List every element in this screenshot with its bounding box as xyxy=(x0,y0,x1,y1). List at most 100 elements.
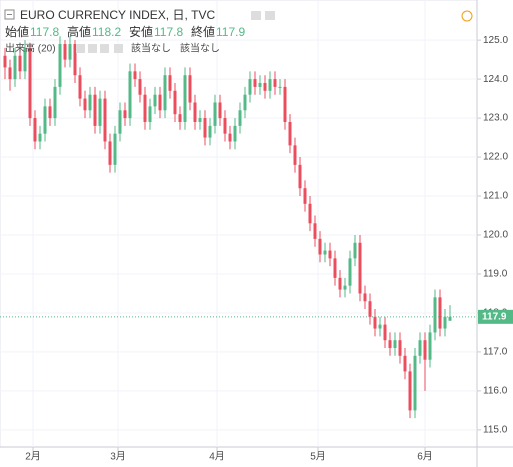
candle-body xyxy=(98,98,102,126)
candle-body xyxy=(53,86,57,119)
candle-body xyxy=(323,250,327,255)
candle-body xyxy=(68,44,72,60)
candle-body xyxy=(23,47,27,72)
candle-body xyxy=(348,258,352,286)
candle-body xyxy=(208,125,212,138)
ohlc-value: 117.9 xyxy=(216,25,245,39)
candle-body xyxy=(243,94,247,111)
candle-body xyxy=(43,106,47,134)
y-tick-label: 119.0 xyxy=(483,269,508,280)
candle-body xyxy=(383,324,387,341)
candle-body xyxy=(28,47,32,119)
candle-body xyxy=(248,79,252,95)
candle-body xyxy=(128,71,132,119)
volume-button[interactable] xyxy=(100,44,109,53)
candle-body xyxy=(283,86,287,122)
ohlc-value: 117.8 xyxy=(30,25,59,39)
candle-body xyxy=(353,242,357,259)
candle-body xyxy=(313,223,317,239)
candle-body xyxy=(198,118,202,122)
volume-button[interactable] xyxy=(88,44,97,53)
candle-body xyxy=(358,242,362,294)
candle-body xyxy=(268,79,272,91)
candle-body xyxy=(63,44,67,60)
y-tick-label: 125.0 xyxy=(483,35,508,46)
candle-body xyxy=(18,55,22,72)
candle-body xyxy=(233,125,237,142)
candle-body xyxy=(363,293,367,302)
x-tick-label: 6月 xyxy=(417,451,433,463)
candle-body xyxy=(108,141,112,165)
y-tick-label: 122.0 xyxy=(483,152,508,163)
candle-body xyxy=(48,106,52,119)
candle-body xyxy=(148,106,152,122)
y-tick-label: 124.0 xyxy=(483,74,508,85)
candle-body xyxy=(423,340,427,360)
y-tick-label: 115.0 xyxy=(483,424,508,435)
candle-body xyxy=(343,285,347,290)
volume-button[interactable] xyxy=(114,44,123,53)
candle-body xyxy=(293,145,297,165)
candle-body xyxy=(153,94,157,107)
candle-body xyxy=(428,332,432,360)
chart-title: EURO CURRENCY INDEX, 日, TVC xyxy=(20,8,215,22)
warning-icon[interactable] xyxy=(461,10,473,22)
ohlc-value: 118.2 xyxy=(92,25,121,39)
collapse-button[interactable] xyxy=(4,9,15,20)
candle-body xyxy=(328,250,332,259)
y-tick-label: 117.0 xyxy=(483,347,508,358)
candle-body xyxy=(273,79,277,87)
candle-body xyxy=(228,133,232,142)
candle-body xyxy=(388,340,392,349)
candle-body xyxy=(278,86,282,88)
volume-label: 出来高 (20) xyxy=(5,42,56,55)
candle-body xyxy=(393,340,397,349)
candle-body xyxy=(168,75,172,91)
last-price-label: 117.9 xyxy=(482,311,507,322)
last-price-box xyxy=(478,309,513,324)
candle-body xyxy=(338,277,342,290)
ohlc-label: 高値 xyxy=(67,24,91,39)
candle-body xyxy=(178,114,182,122)
candle-body xyxy=(408,371,412,411)
candle-body xyxy=(398,340,402,356)
candle-body xyxy=(263,83,267,91)
close-button[interactable] xyxy=(265,11,275,20)
candle-body xyxy=(78,75,82,99)
candle-body xyxy=(83,98,87,111)
candle-body xyxy=(298,164,302,189)
candle-body xyxy=(378,324,382,329)
candle-body xyxy=(8,67,12,80)
candle-body xyxy=(73,44,77,76)
marks xyxy=(0,0,477,447)
volume-value: 該当なし xyxy=(180,42,220,55)
candle-body xyxy=(183,75,187,122)
candle-body xyxy=(123,110,127,119)
candle-body xyxy=(413,355,417,411)
candle-body xyxy=(318,238,322,255)
candle-body xyxy=(223,118,227,134)
plot-frame xyxy=(0,0,478,448)
candle-body xyxy=(173,90,177,115)
candle-body xyxy=(118,110,122,134)
y-tick-label: 121.0 xyxy=(483,191,508,202)
candle-body xyxy=(163,75,167,111)
candle-body xyxy=(133,71,137,80)
y-tick-label: 116.0 xyxy=(483,386,508,397)
candle-body xyxy=(3,55,7,68)
settings-button[interactable] xyxy=(251,11,261,20)
candle-body xyxy=(403,355,407,372)
candle-body xyxy=(433,297,437,333)
volume-button[interactable] xyxy=(76,44,85,53)
x-tick-label: 4月 xyxy=(209,451,225,463)
candle-body xyxy=(193,102,197,122)
candle-body xyxy=(138,79,142,95)
ohlc-label: 始値 xyxy=(5,24,29,39)
y-tick-label: 123.0 xyxy=(483,113,508,124)
ohlc-value: 117.8 xyxy=(154,25,183,39)
candle-body xyxy=(333,258,337,278)
candle-body xyxy=(88,94,92,111)
candle-body xyxy=(238,110,242,126)
